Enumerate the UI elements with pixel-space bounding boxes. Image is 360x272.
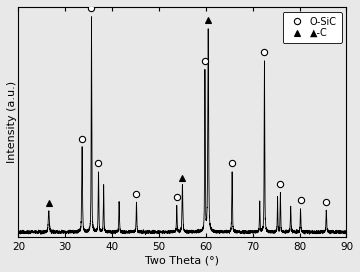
Legend: O-SiC, ▲-C: O-SiC, ▲-C xyxy=(283,12,342,43)
X-axis label: Two Theta (°): Two Theta (°) xyxy=(145,255,219,265)
Y-axis label: Intensity (a.u.): Intensity (a.u.) xyxy=(7,81,17,163)
